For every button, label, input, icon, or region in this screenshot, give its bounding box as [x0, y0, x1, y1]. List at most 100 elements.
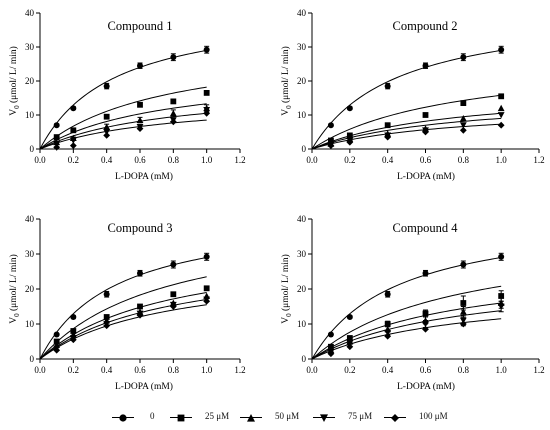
data-point [103, 123, 111, 130]
x-tick-label: 0.2 [68, 155, 79, 165]
data-point [103, 322, 111, 330]
x-axis-label: L-DOPA (mM) [397, 171, 455, 182]
fit-curve [311, 123, 502, 150]
y-axis-label: V0 (μmol/ L/ min) [8, 46, 21, 116]
data-point [136, 311, 144, 319]
data-point [422, 128, 429, 136]
x-tick-label: 1.0 [201, 155, 213, 165]
data-point [327, 122, 334, 129]
data-point [459, 115, 467, 122]
x-tick-label: 0.4 [101, 365, 113, 375]
data-point [136, 125, 144, 132]
x-tick-label: 0.4 [382, 365, 394, 375]
data-point [422, 62, 429, 69]
y-tick-label: 30 [297, 249, 307, 259]
circle-marker-icon [119, 414, 127, 422]
series-2 [39, 276, 210, 360]
series-3 [39, 292, 211, 360]
legend-item-50: 50 μM [240, 410, 320, 426]
data-point [384, 122, 391, 129]
x-tick-label: 1.2 [533, 365, 544, 375]
legend-label: 25 μM [205, 411, 230, 421]
data-point [459, 126, 467, 134]
fit-curve [311, 117, 502, 150]
data-point [203, 297, 211, 305]
data-point [384, 332, 392, 340]
x-tick-label: 0.2 [68, 365, 79, 375]
x-tick-label: 0.4 [101, 155, 113, 165]
square-marker-icon [177, 414, 185, 422]
data-point [137, 303, 143, 310]
series-3 [311, 297, 505, 360]
data-point [460, 261, 467, 268]
data-point [103, 291, 110, 298]
data-point [70, 328, 77, 334]
data-point [53, 143, 61, 151]
data-point [170, 54, 177, 61]
series-1 [311, 252, 505, 360]
series-2 [311, 93, 505, 150]
y-tick-label: 10 [297, 110, 307, 120]
y-axis-label: V0 (μmol/ L/ min) [280, 46, 293, 116]
data-point [498, 253, 505, 260]
x-tick-label: 0.6 [420, 365, 432, 375]
series-4 [311, 112, 505, 150]
y-tick-label: 0 [302, 144, 307, 154]
data-point [53, 338, 60, 345]
fit-curve [39, 304, 207, 360]
fit-curve [311, 257, 502, 360]
series-3 [39, 103, 211, 150]
data-point [459, 122, 467, 129]
legend-item-75: 75 μM [313, 410, 393, 426]
x-axis-label: L-DOPA (mM) [115, 171, 173, 182]
x-tick-label: 0.6 [134, 155, 146, 165]
data-point [384, 83, 391, 90]
triangle-up-marker-icon [247, 414, 255, 422]
fit-curve [39, 103, 207, 150]
data-point [137, 62, 143, 69]
data-point [460, 54, 467, 61]
x-axis-label: L-DOPA (mM) [115, 381, 173, 392]
data-point [497, 112, 505, 119]
legend-label: 0 [150, 411, 155, 421]
y-tick-label: 10 [25, 319, 35, 329]
chart-title: Compound 3 [108, 221, 173, 235]
data-point [328, 343, 334, 350]
chart-title: Compound 1 [108, 19, 173, 33]
chart-panel-3: 0.0 0.2 0.4 0.6 0.8 1.0 1.2 0 10 20 30 40 Compound 3… [8, 214, 246, 392]
legend-item-100: 100 μM [384, 410, 474, 426]
data-point [69, 142, 77, 149]
data-point [460, 100, 467, 106]
fit-curve [311, 318, 502, 360]
series-5 [39, 109, 211, 151]
data-point [498, 93, 505, 100]
y-tick-label: 30 [297, 42, 307, 52]
x-tick-label: 0.8 [168, 155, 180, 165]
data-point [203, 90, 210, 96]
fit-curve [39, 86, 207, 150]
data-point [53, 331, 60, 338]
data-point [70, 127, 77, 134]
figure-canvas: 0.0 0.2 0.4 0.6 0.8 1.0 1.2 0 10 20 30 40 Compound 1… [8, 8, 545, 392]
legend-label: 50 μM [275, 411, 300, 421]
y-tick-label: 0 [30, 354, 35, 364]
data-point [203, 285, 210, 292]
x-tick-label: 1.2 [533, 155, 544, 165]
data-point [346, 343, 354, 351]
x-tick-label: 0.8 [458, 365, 470, 375]
chart-panel-4: 0.0 0.2 0.4 0.6 0.8 1.0 1.2 0 10 20 30 40 Compound 4… [280, 214, 545, 392]
chart-title: Compound 2 [393, 19, 458, 33]
x-axis-label: L-DOPA (mM) [397, 381, 455, 392]
y-tick-label: 10 [25, 110, 35, 120]
x-tick-label: 0.4 [382, 155, 394, 165]
fit-curve [311, 302, 502, 360]
data-point [137, 270, 143, 277]
series-5 [311, 301, 505, 360]
data-point [103, 132, 111, 139]
fit-curve [39, 292, 207, 360]
series-1 [39, 252, 210, 360]
y-axis-label: V0 (μmol/ L/ min) [280, 254, 293, 324]
data-point [169, 303, 177, 310]
y-tick-label: 10 [297, 319, 307, 329]
y-tick-label: 40 [297, 214, 307, 224]
